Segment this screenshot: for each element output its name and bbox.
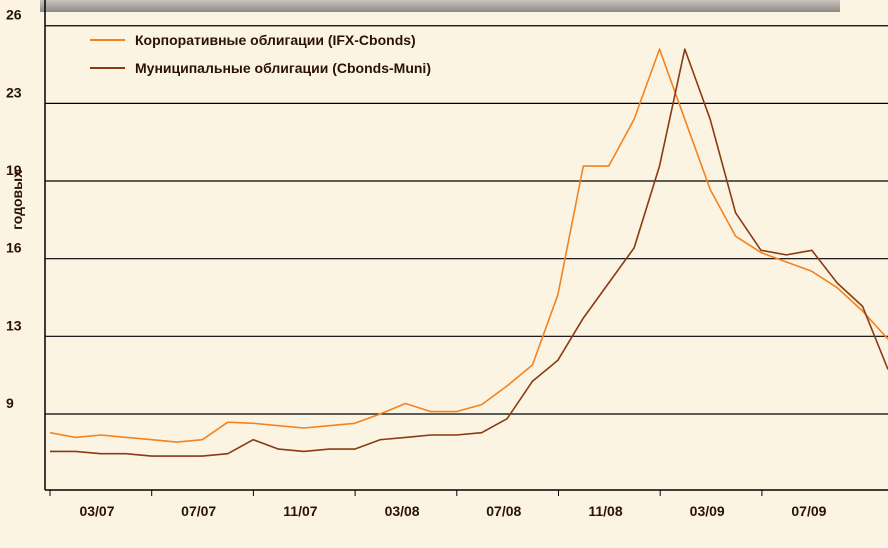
y-tick-label: 26 <box>6 7 22 23</box>
x-tick-label: 07/09 <box>791 503 826 519</box>
x-tick-label: 03/08 <box>385 503 420 519</box>
x-tick-label: 03/09 <box>690 503 725 519</box>
y-tick-label: 13 <box>6 317 22 333</box>
x-tick-label: 03/07 <box>79 503 114 519</box>
y-tick-label: 23 <box>6 84 22 100</box>
series-line <box>49 48 888 443</box>
x-tick-label: 11/07 <box>283 503 317 519</box>
y-tick-label: 9 <box>6 395 14 411</box>
x-tick-label: 07/07 <box>181 503 216 519</box>
y-tick-label: 16 <box>6 240 22 256</box>
top-bar <box>40 0 840 12</box>
y-tick-label: 19 <box>6 162 22 178</box>
y-axis-label: годовых <box>9 170 25 230</box>
x-tick-label: 07/08 <box>486 503 521 519</box>
legend-label: Корпоративные облигации (IFX-Cbonds) <box>135 32 416 48</box>
legend-label: Муниципальные облигации (Cbonds-Muni) <box>135 60 431 76</box>
series-line <box>50 48 888 457</box>
x-tick-label: 11/08 <box>588 503 622 519</box>
